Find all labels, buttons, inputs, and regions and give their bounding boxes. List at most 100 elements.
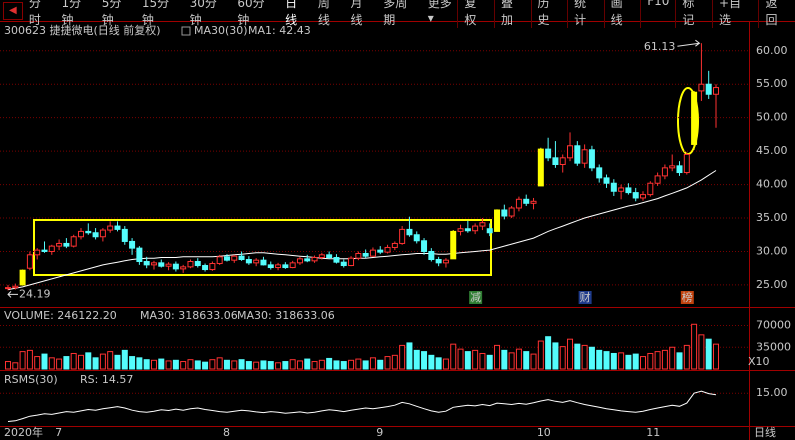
candle-body bbox=[253, 259, 260, 264]
period-tab[interactable]: 更多▾ bbox=[427, 0, 452, 25]
volume-bar bbox=[99, 353, 106, 370]
tool-button[interactable]: 历史 bbox=[530, 0, 568, 28]
candle-body bbox=[603, 177, 610, 184]
volume-bar bbox=[552, 342, 559, 370]
candle-body bbox=[216, 256, 223, 265]
candle-body bbox=[34, 249, 41, 256]
event-badge bbox=[578, 291, 592, 304]
volume-bar bbox=[486, 354, 493, 370]
volume-bar bbox=[413, 349, 420, 370]
volume-bar bbox=[114, 354, 121, 370]
candle-body bbox=[5, 287, 11, 290]
volume-bar bbox=[421, 351, 428, 370]
candle-body bbox=[99, 229, 106, 238]
candle-body bbox=[114, 225, 121, 230]
highlight-box bbox=[33, 219, 492, 276]
period-tab[interactable]: 60分钟 bbox=[237, 0, 265, 27]
candle-body bbox=[85, 230, 92, 234]
volume-bar bbox=[581, 344, 588, 370]
candle-body bbox=[640, 194, 647, 199]
period-tab[interactable]: 日线 bbox=[285, 0, 298, 27]
volume-bar bbox=[70, 352, 77, 370]
volume-bar bbox=[56, 358, 63, 370]
event-label: 榜 bbox=[682, 290, 693, 304]
indicator-text: MA30: 318633.06 bbox=[237, 309, 335, 322]
period-tab[interactable]: 15分钟 bbox=[141, 0, 170, 27]
volume-bar bbox=[369, 357, 376, 370]
volume-bar bbox=[640, 356, 647, 370]
candle-body bbox=[369, 249, 376, 257]
candle-body bbox=[260, 259, 267, 266]
candle-body bbox=[472, 225, 479, 232]
candle-body bbox=[705, 83, 712, 95]
candle-body bbox=[661, 167, 668, 177]
volume-bar bbox=[610, 352, 617, 370]
candle-body bbox=[552, 157, 559, 166]
period-tab[interactable]: 月线 bbox=[350, 0, 363, 27]
high-arrow bbox=[677, 39, 701, 47]
candle-body bbox=[523, 198, 530, 204]
volume-bar bbox=[121, 349, 128, 370]
volume-bar bbox=[296, 360, 303, 370]
candle-body bbox=[399, 228, 406, 244]
candle-body bbox=[238, 255, 245, 261]
back-button[interactable]: ◀ bbox=[3, 1, 23, 20]
candle-body bbox=[435, 259, 442, 264]
tool-button[interactable]: 返回 bbox=[758, 0, 795, 28]
candle-body bbox=[428, 250, 435, 261]
y-tick-label: 15.00 bbox=[756, 386, 788, 399]
y-tick-label: 50.00 bbox=[756, 111, 788, 124]
candle-body bbox=[421, 240, 428, 252]
volume-bar bbox=[596, 349, 603, 370]
period-tab[interactable]: 1分钟 bbox=[61, 0, 82, 27]
period-tab[interactable]: 30分钟 bbox=[189, 0, 217, 27]
candle-body bbox=[12, 285, 19, 289]
tool-button[interactable]: 标记 bbox=[675, 0, 712, 28]
candle-body bbox=[698, 83, 705, 92]
y-tick-label: 35.00 bbox=[756, 211, 788, 224]
candle-body bbox=[77, 230, 84, 238]
candle-body bbox=[508, 207, 515, 217]
volume-bar bbox=[26, 349, 33, 370]
candle-body bbox=[143, 261, 150, 266]
tool-button[interactable]: 复权 bbox=[457, 0, 494, 28]
volume-bar bbox=[41, 353, 48, 370]
tool-button[interactable]: 统计 bbox=[567, 0, 604, 28]
volume-bar bbox=[537, 340, 544, 370]
tool-button[interactable]: 画线 bbox=[603, 0, 641, 28]
tool-button[interactable]: +自选 bbox=[712, 0, 758, 28]
volume-bar bbox=[574, 343, 581, 370]
toolbar: ◀ 分时 1分钟 5分钟 15分钟 30分钟 60分钟 日线 周线 月线 多周期 更多▾ 复权 叠加历… bbox=[0, 0, 795, 28]
rs-line bbox=[7, 390, 717, 422]
period-tab[interactable]: 周线 bbox=[317, 0, 330, 27]
candle-body bbox=[574, 145, 581, 164]
y-tick-label: 70000 bbox=[756, 319, 791, 332]
candle-body bbox=[391, 242, 398, 248]
candle-body bbox=[457, 228, 464, 232]
volume-bar bbox=[625, 354, 632, 370]
candle-body bbox=[486, 228, 493, 234]
candle-body bbox=[625, 187, 632, 194]
y-tick-label: 55.00 bbox=[756, 77, 788, 90]
event-label: 减 bbox=[470, 291, 481, 304]
volume-bar bbox=[435, 357, 442, 370]
volume-bar bbox=[187, 359, 194, 370]
low-arrow bbox=[7, 290, 18, 298]
candle-body bbox=[107, 225, 114, 231]
period-tab[interactable]: 5分钟 bbox=[101, 0, 122, 27]
volume-bar bbox=[428, 354, 435, 370]
tool-button[interactable]: F10 bbox=[640, 0, 675, 28]
candle-body bbox=[187, 261, 194, 268]
tool-menu: 复权 叠加 历史 统计 画线 F10 标记 +自选 返回 bbox=[457, 0, 795, 28]
candle-body bbox=[610, 182, 617, 192]
tool-button[interactable]: 叠加 bbox=[493, 0, 531, 28]
period-tab[interactable]: 分时 bbox=[28, 0, 41, 27]
volume-bar bbox=[588, 346, 595, 370]
candle-body bbox=[282, 264, 289, 269]
x-tick-label: 8 bbox=[223, 426, 230, 439]
candle-body bbox=[231, 255, 238, 261]
candle-body bbox=[340, 261, 347, 267]
period-tab[interactable]: 多周期 bbox=[383, 0, 408, 27]
